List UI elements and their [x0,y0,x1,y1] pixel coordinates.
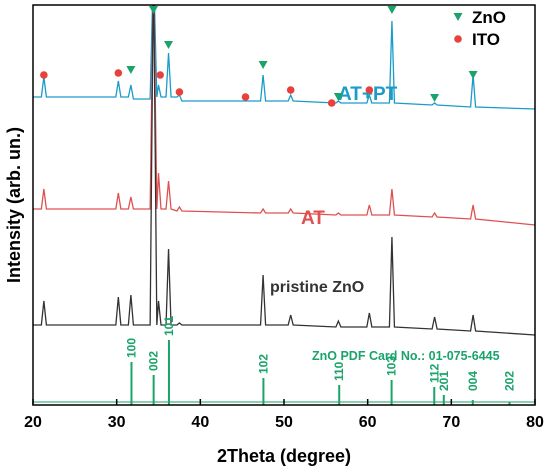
reference-label: 112 [427,363,441,383]
reference-label: 110 [332,361,346,381]
marker [286,86,295,94]
reference-label: 101 [162,316,176,336]
marker [164,41,174,49]
reference-label: 100 [124,338,138,358]
series-label: pristine ZnO [270,279,364,296]
plot-area [33,5,535,405]
reference-label: ZnO PDF Card No.: 01-075-6445 [312,349,500,363]
series-label: AT+PT [338,84,398,105]
x-axis-label: 2Theta (degree) [217,446,351,466]
x-tick-label: 70 [442,414,460,431]
reference-label: 202 [502,371,516,391]
marker [333,93,343,101]
x-tick-label: 20 [24,414,42,431]
series-line [33,5,535,226]
marker [241,93,250,101]
marker [430,94,440,102]
reference-label: 103 [385,356,399,376]
legend-label: ZnO [472,8,506,27]
marker [387,6,397,14]
marker [126,66,136,74]
reference-label: 201 [437,371,451,391]
x-tick-label: 50 [275,414,293,431]
legend: ZnO ITO [453,8,506,49]
marker [114,69,123,77]
legend-marker [454,35,462,43]
legend-label: ITO [472,30,500,49]
marker [468,71,478,79]
marker [365,86,374,94]
marker [327,99,336,107]
x-tick-label: 40 [191,414,209,431]
reference-label: 002 [147,351,161,371]
reference-label: 004 [466,371,480,391]
marker [156,71,164,79]
series-line [33,5,535,110]
y-axis-label: Intensity (arb. un.) [4,127,24,283]
marker [148,6,158,14]
x-tick-label: 80 [526,414,544,431]
frame [32,4,536,406]
reference-label: 102 [256,354,270,374]
marker [40,71,48,79]
x-tick-label: 30 [108,414,126,431]
series-line [33,5,535,336]
marker [175,88,184,96]
x-tick-label: 60 [359,414,377,431]
legend-marker [453,13,463,21]
marker [258,61,268,69]
series-label: AT [301,208,325,229]
